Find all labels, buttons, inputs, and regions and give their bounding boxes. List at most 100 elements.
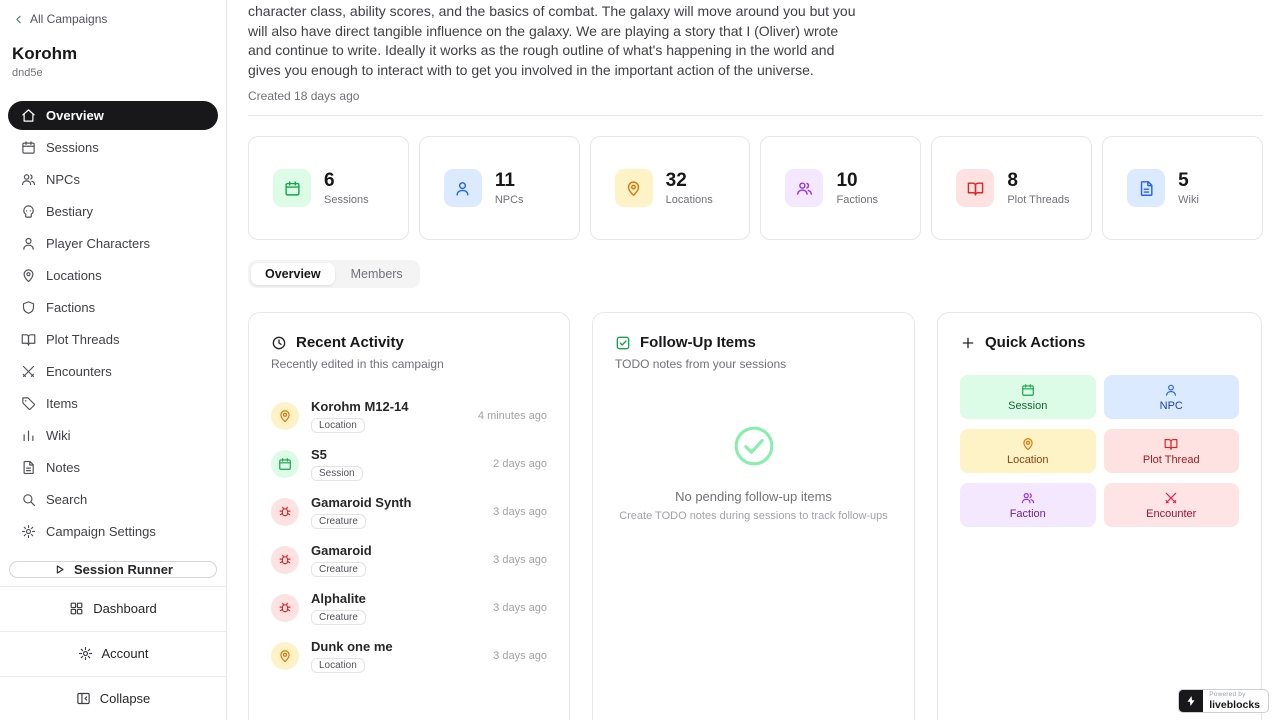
stat-label: Plot Threads <box>1007 194 1070 206</box>
activity-type-badge: Location <box>311 658 365 673</box>
person-icon <box>443 169 482 207</box>
book-icon <box>1164 437 1178 451</box>
people-icon <box>1021 491 1035 505</box>
activity-name: Korohm M12-14 <box>311 399 409 414</box>
sidebar-item-plot-threads[interactable]: Plot Threads <box>8 325 218 354</box>
quick-action-label: Plot Thread <box>1142 453 1200 466</box>
follow-up-items-card: Follow-Up Items TODO notes from your ses… <box>592 312 915 720</box>
sidebar-item-factions[interactable]: Factions <box>8 293 218 322</box>
sidebar-item-bestiary[interactable]: Bestiary <box>8 197 218 226</box>
quick-action-encounter[interactable]: Encounter <box>1103 483 1239 527</box>
collapse-sidebar-button[interactable]: Collapse <box>0 675 226 720</box>
stat-card-npcs[interactable]: 11 NPCs <box>418 136 580 240</box>
gear-icon <box>21 524 36 539</box>
section-divider <box>248 115 1263 116</box>
crossed-swords-icon <box>21 364 36 379</box>
activity-type-badge: Creature <box>311 562 366 577</box>
quick-action-plot-thread[interactable]: Plot Thread <box>1103 429 1239 473</box>
plus-icon <box>960 335 976 351</box>
map-pin-icon <box>614 169 653 207</box>
sidebar-item-label: Items <box>46 395 78 411</box>
map-pin-icon <box>1021 437 1035 451</box>
stat-value: 8 <box>1007 170 1018 191</box>
sidebar-item-locations[interactable]: Locations <box>8 261 218 290</box>
sidebar-item-sessions[interactable]: Sessions <box>8 133 218 162</box>
activity-name: Gamaroid Synth <box>311 495 412 510</box>
stat-card-plot-threads[interactable]: 8 Plot Threads <box>931 136 1093 240</box>
sidebar-item-label: Encounters <box>46 363 112 379</box>
activity-item[interactable]: Gamaroid Synth Creature 3 days ago <box>271 488 547 536</box>
dashboard-button[interactable]: Dashboard <box>0 585 226 631</box>
skull-icon <box>21 204 36 219</box>
sidebar-item-wiki[interactable]: Wiki <box>8 421 218 450</box>
stat-card-wiki[interactable]: 5 Wiki <box>1102 136 1263 240</box>
sidebar-item-label: Plot Threads <box>46 331 120 347</box>
quick-action-location[interactable]: Location <box>960 429 1096 473</box>
chevron-left-icon <box>12 13 25 26</box>
activity-item[interactable]: Dunk one me Location 3 days ago <box>271 632 547 680</box>
stat-label: Wiki <box>1178 194 1199 206</box>
activity-item[interactable]: Alphalite Creature 3 days ago <box>271 584 547 632</box>
sidebar-item-label: Wiki <box>46 427 71 443</box>
sidebar-item-items[interactable]: Items <box>8 389 218 418</box>
tab-members[interactable]: Members <box>337 263 417 285</box>
collapse-label: Collapse <box>99 691 151 706</box>
stat-card-sessions[interactable]: 6 Sessions <box>248 136 409 240</box>
activity-item[interactable]: Gamaroid Creature 3 days ago <box>271 536 547 584</box>
empty-state-subtitle: Create TODO notes during sessions to tra… <box>619 510 888 522</box>
sidebar-item-campaign-settings[interactable]: Campaign Settings <box>8 517 218 546</box>
quick-action-npc[interactable]: NPC <box>1103 375 1239 419</box>
home-icon <box>21 108 36 123</box>
stat-label: NPCs <box>494 194 524 206</box>
activity-time: 3 days ago <box>493 650 547 662</box>
activity-item[interactable]: S5 Session 2 days ago <box>271 440 547 488</box>
quick-actions-card: Quick Actions Session NPC Location <box>937 312 1262 720</box>
activity-name: Gamaroid <box>311 543 372 558</box>
sidebar-item-label: Locations <box>46 267 102 283</box>
sidebar-item-player-characters[interactable]: Player Characters <box>8 229 218 258</box>
session-runner-button[interactable]: Session Runner <box>9 560 217 578</box>
person-icon <box>1164 383 1178 397</box>
recent-activity-subtitle: Recently edited in this campaign <box>271 357 444 371</box>
check-square-icon <box>615 335 631 351</box>
sidebar-item-overview[interactable]: Overview <box>8 100 218 130</box>
search-icon <box>21 492 36 507</box>
person-icon <box>21 236 36 251</box>
overview-cards: Recent Activity Recently edited in this … <box>248 312 1263 720</box>
sidebar-item-search[interactable]: Search <box>8 485 218 514</box>
calendar-icon <box>271 450 299 478</box>
check-circle-icon <box>731 423 777 469</box>
activity-item[interactable]: Korohm M12-14 Location 4 minutes ago <box>271 392 547 440</box>
activity-time: 4 minutes ago <box>477 410 547 422</box>
map-pin-icon <box>271 642 299 670</box>
activity-time: 3 days ago <box>493 554 547 566</box>
activity-list: Korohm M12-14 Location 4 minutes ago S5 … <box>249 392 569 680</box>
quick-action-faction[interactable]: Faction <box>960 483 1096 527</box>
map-pin-icon <box>271 402 299 430</box>
account-label: Account <box>101 646 149 661</box>
sidebar-item-encounters[interactable]: Encounters <box>8 357 218 386</box>
quick-action-session[interactable]: Session <box>960 375 1096 419</box>
account-button[interactable]: Account <box>0 630 226 676</box>
stat-card-locations[interactable]: 32 Locations <box>589 136 751 240</box>
sidebar-item-label: Campaign Settings <box>46 523 156 539</box>
sidebar-item-label: Factions <box>46 299 96 315</box>
sidebar-item-npcs[interactable]: NPCs <box>8 165 218 194</box>
stat-card-factions[interactable]: 10 Factions <box>760 136 922 240</box>
book-icon <box>21 332 36 347</box>
liveblocks-logo-icon <box>1179 690 1204 712</box>
bug-icon <box>271 546 299 574</box>
sidebar-item-notes[interactable]: Notes <box>8 453 218 482</box>
back-link-label: All Campaigns <box>30 12 108 26</box>
activity-type-badge: Creature <box>311 514 366 529</box>
back-to-all-campaigns-link[interactable]: All Campaigns <box>12 12 107 26</box>
dashboard-label: Dashboard <box>93 601 157 616</box>
sidebar-item-label: NPCs <box>46 171 80 187</box>
people-icon <box>785 169 824 207</box>
powered-by-label: Powered by <box>1209 691 1246 698</box>
file-icon <box>21 460 36 475</box>
activity-time: 3 days ago <box>493 506 547 518</box>
follow-up-empty-state: No pending follow-up items Create TODO n… <box>593 423 914 522</box>
liveblocks-badge[interactable]: Powered by liveblocks <box>1178 689 1269 713</box>
tab-overview[interactable]: Overview <box>251 263 335 285</box>
